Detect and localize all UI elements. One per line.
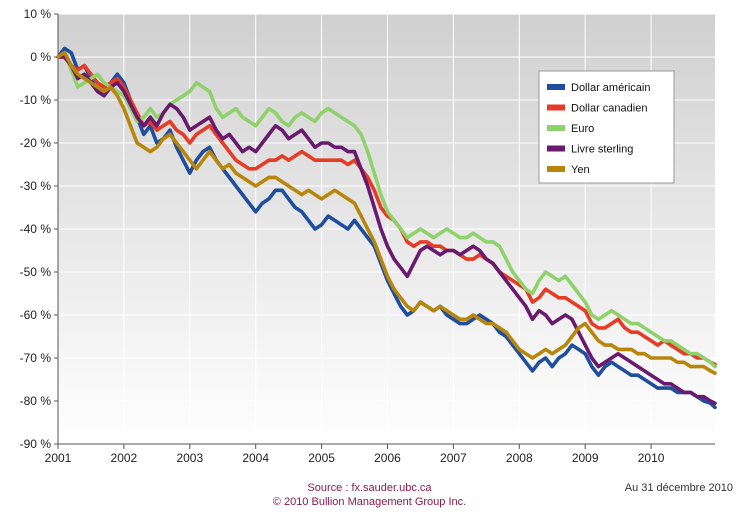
x-tick-label: 2009 [572, 451, 599, 465]
y-tick-label: -60 % [20, 308, 52, 322]
x-tick-label: 2007 [440, 451, 467, 465]
legend-label: Livre sterling [571, 144, 633, 156]
x-tick-label: 2002 [111, 451, 138, 465]
legend-swatch [547, 104, 565, 111]
y-tick-label: -50 % [20, 265, 52, 279]
legend-swatch [547, 145, 565, 152]
legend-label: Dollar canadien [571, 103, 647, 115]
legend-swatch [547, 125, 565, 131]
x-tick-label: 2008 [506, 451, 533, 465]
y-tick-label: -40 % [20, 222, 52, 236]
axes: 10 % 0 % -10 % -20 % -30 % -40 % -50 % -60 % -70… [20, 7, 715, 465]
x-tick-label: 2006 [374, 451, 401, 465]
date-note: Au 31 décembre 2010 [624, 482, 733, 494]
y-tick-label: -30 % [20, 179, 52, 193]
y-tick-label: -80 % [20, 394, 52, 408]
legend-label: Yen [571, 164, 590, 176]
y-tick-label: -10 % [20, 93, 52, 107]
series-line-livre-sterling [56, 55, 717, 406]
y-tick-label: -70 % [20, 351, 52, 365]
legend-label: Dollar américain [571, 82, 650, 94]
source-note: Source : fx.sauder.ubc.ca [307, 482, 432, 494]
y-tick-label: 0 % [30, 50, 51, 64]
x-tick-label: 2010 [638, 451, 665, 465]
legend: Dollar américain Dollar canadien Euro Livre… [538, 70, 675, 184]
series-line-dollar-canadien [56, 55, 717, 367]
x-tick-label: 2003 [176, 451, 203, 465]
copyright-note: © 2010 Bullion Management Group Inc. [272, 496, 467, 508]
x-tick-label: 2005 [308, 451, 335, 465]
legend-swatch [547, 166, 565, 172]
x-tick-label: 2004 [242, 451, 269, 465]
series-lines [56, 46, 717, 410]
legend-swatch [547, 84, 565, 90]
y-tick-label: 10 % [24, 7, 52, 21]
series-line-yen [56, 50, 717, 375]
y-tick-label: -90 % [20, 437, 52, 451]
x-tick-label: 2001 [45, 451, 72, 465]
line-chart: 10 % 0 % -10 % -20 % -30 % -40 % -50 % -60 % -70… [20, 7, 717, 465]
series-line-dollar-am-ricain [56, 46, 717, 410]
y-tick-label: -20 % [20, 136, 52, 150]
legend-label: Euro [571, 123, 594, 135]
